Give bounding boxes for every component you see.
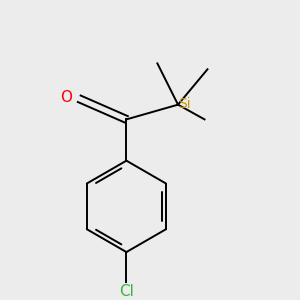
Text: Si: Si [178,97,191,111]
Text: Cl: Cl [119,284,134,299]
Text: O: O [60,90,72,105]
